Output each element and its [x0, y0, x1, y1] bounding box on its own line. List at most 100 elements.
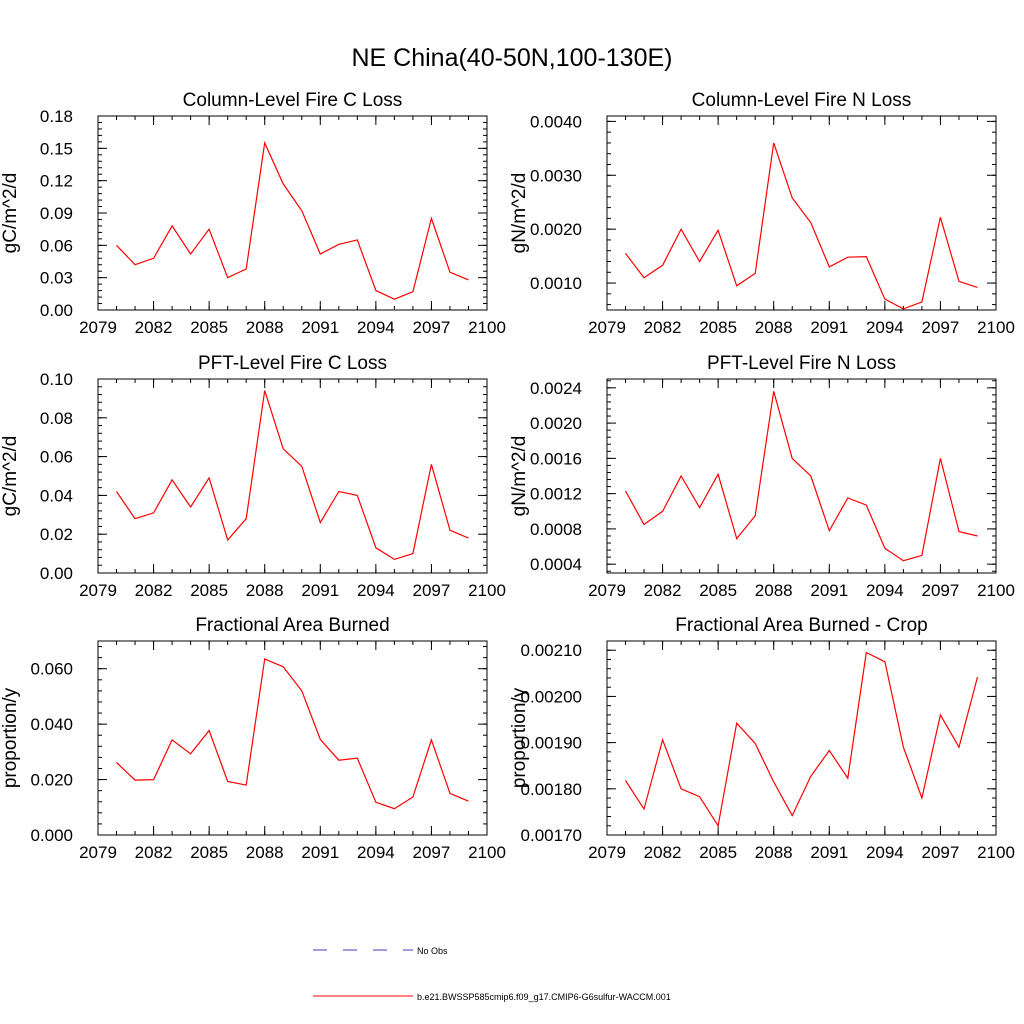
x-tick-label: 2091 — [810, 581, 848, 600]
series-line — [116, 658, 469, 810]
panel-2: 2079 2082 2085 2088 2091 2094 2097 2100 0.0010 0.… — [509, 90, 1015, 337]
x-tick-label: 2088 — [246, 843, 284, 862]
x-tick-label: 2091 — [301, 318, 339, 337]
y-axis-label: proportion/y — [0, 687, 21, 788]
figure-title: NE China(40-50N,100-130E) — [351, 44, 672, 72]
plot-frame — [97, 640, 488, 836]
y-tick-label: 0.00 — [40, 301, 73, 320]
y-tick-label: 0.00180 — [521, 780, 582, 799]
y-tick-label: 0.00170 — [521, 826, 582, 845]
y-tick-label: 0.02 — [40, 525, 73, 544]
y-tick-label: 0.000 — [30, 826, 73, 845]
panel-6: 2079 2082 2085 2088 2091 2094 2097 2100 0.00170 0… — [509, 615, 1015, 862]
panel-title: PFT-Level Fire C Loss — [198, 353, 387, 374]
x-tick-label: 2079 — [588, 318, 626, 337]
plot-frame — [606, 378, 997, 574]
x-tick-label: 2097 — [413, 581, 451, 600]
x-tick-label: 2094 — [357, 581, 395, 600]
y-axis-label: gN/m^2/d — [509, 436, 530, 517]
x-tick-label: 2082 — [644, 843, 682, 862]
x-tick-label: 2100 — [468, 581, 506, 600]
legend: No Obs b.e21.BWSSP585cmip6.f09_g17.CMIP6-… — [313, 946, 671, 1002]
x-tick-label: 2094 — [357, 843, 395, 862]
y-tick-label: 0.06 — [40, 236, 73, 255]
x-tick-label: 2088 — [246, 581, 284, 600]
x-tick-label: 2085 — [190, 318, 228, 337]
x-tick-label: 2082 — [644, 581, 682, 600]
x-tick-label: 2088 — [755, 843, 793, 862]
y-tick-label: 0.15 — [40, 139, 73, 158]
panel-title: PFT-Level Fire N Loss — [707, 353, 896, 374]
y-tick-label: 0.060 — [30, 660, 73, 679]
x-tick-label: 2079 — [588, 843, 626, 862]
x-tick-label: 2097 — [922, 843, 960, 862]
y-tick-label: 0.03 — [40, 269, 73, 288]
y-tick-label: 0.0004 — [530, 555, 582, 574]
panel-1: 2079 2082 2085 2088 2091 2094 2097 2100 0.00 0.03… — [0, 90, 506, 337]
y-tick-label: 0.18 — [40, 107, 73, 126]
y-tick-label: 0.020 — [30, 771, 73, 790]
series-line — [116, 140, 469, 300]
x-tick-label: 2091 — [810, 318, 848, 337]
y-axis-label: gC/m^2/d — [0, 173, 21, 254]
x-tick-label: 2079 — [79, 318, 117, 337]
y-tick-label: 0.08 — [40, 409, 73, 428]
y-tick-label: 0.00210 — [521, 641, 582, 660]
x-tick-label: 2094 — [866, 843, 904, 862]
x-tick-label: 2094 — [866, 318, 904, 337]
plot-frame — [97, 115, 488, 311]
panel-5: 2079 2082 2085 2088 2091 2094 2097 2100 0.000 0.0… — [0, 615, 506, 862]
panel-3: 2079 2082 2085 2088 2091 2094 2097 2100 0.00 0.02… — [0, 353, 506, 600]
y-tick-label: 0.00190 — [521, 734, 582, 753]
x-tick-label: 2100 — [977, 843, 1015, 862]
x-tick-label: 2085 — [699, 843, 737, 862]
x-tick-label: 2079 — [588, 581, 626, 600]
y-tick-label: 0.0012 — [530, 485, 582, 504]
panel-grid: 2079 2082 2085 2088 2091 2094 2097 2100 0.00 0.03… — [0, 90, 1015, 862]
y-axis-label: gC/m^2/d — [0, 436, 21, 517]
panel-title: Column-Level Fire C Loss — [183, 90, 403, 111]
y-tick-label: 0.0010 — [530, 274, 582, 293]
y-axis-label: proportion/y — [509, 687, 530, 788]
x-tick-label: 2082 — [135, 581, 173, 600]
x-tick-label: 2088 — [246, 318, 284, 337]
x-tick-label: 2085 — [699, 581, 737, 600]
legend-obs-label: No Obs — [417, 946, 448, 956]
y-tick-label: 0.0020 — [530, 414, 582, 433]
panel-4: 2079 2082 2085 2088 2091 2094 2097 2100 0.0004 0.… — [509, 353, 1015, 600]
x-tick-label: 2094 — [866, 581, 904, 600]
x-tick-label: 2100 — [468, 318, 506, 337]
plot-frame — [606, 115, 997, 311]
y-tick-label: 0.0020 — [530, 220, 582, 239]
x-tick-label: 2100 — [468, 843, 506, 862]
x-tick-label: 2091 — [301, 581, 339, 600]
plot-frame — [606, 640, 997, 836]
y-tick-label: 0.10 — [40, 370, 73, 389]
y-tick-label: 0.00200 — [521, 687, 582, 706]
y-tick-label: 0.06 — [40, 448, 73, 467]
x-tick-label: 2097 — [922, 318, 960, 337]
x-tick-label: 2091 — [301, 843, 339, 862]
panel-title: Fractional Area Burned — [195, 615, 389, 636]
x-tick-label: 2085 — [190, 581, 228, 600]
y-tick-label: 0.040 — [30, 715, 73, 734]
x-tick-label: 2100 — [977, 318, 1015, 337]
x-tick-label: 2100 — [977, 581, 1015, 600]
panel-title: Fractional Area Burned - Crop — [675, 615, 927, 636]
y-tick-label: 0.0024 — [530, 379, 582, 398]
series-line — [624, 651, 979, 828]
y-tick-label: 0.0016 — [530, 449, 582, 468]
x-tick-label: 2088 — [755, 581, 793, 600]
series-line — [624, 391, 978, 562]
series-line — [116, 390, 469, 561]
y-tick-label: 0.0008 — [530, 520, 582, 539]
legend-model-label: b.e21.BWSSP585cmip6.f09_g17.CMIP6-G6sulf… — [417, 992, 671, 1002]
x-tick-label: 2088 — [755, 318, 793, 337]
x-tick-label: 2079 — [79, 843, 117, 862]
y-tick-label: 0.00 — [40, 564, 73, 583]
y-tick-label: 0.0030 — [530, 166, 582, 185]
y-tick-label: 0.12 — [40, 172, 73, 191]
x-tick-label: 2082 — [135, 843, 173, 862]
x-tick-label: 2085 — [699, 318, 737, 337]
